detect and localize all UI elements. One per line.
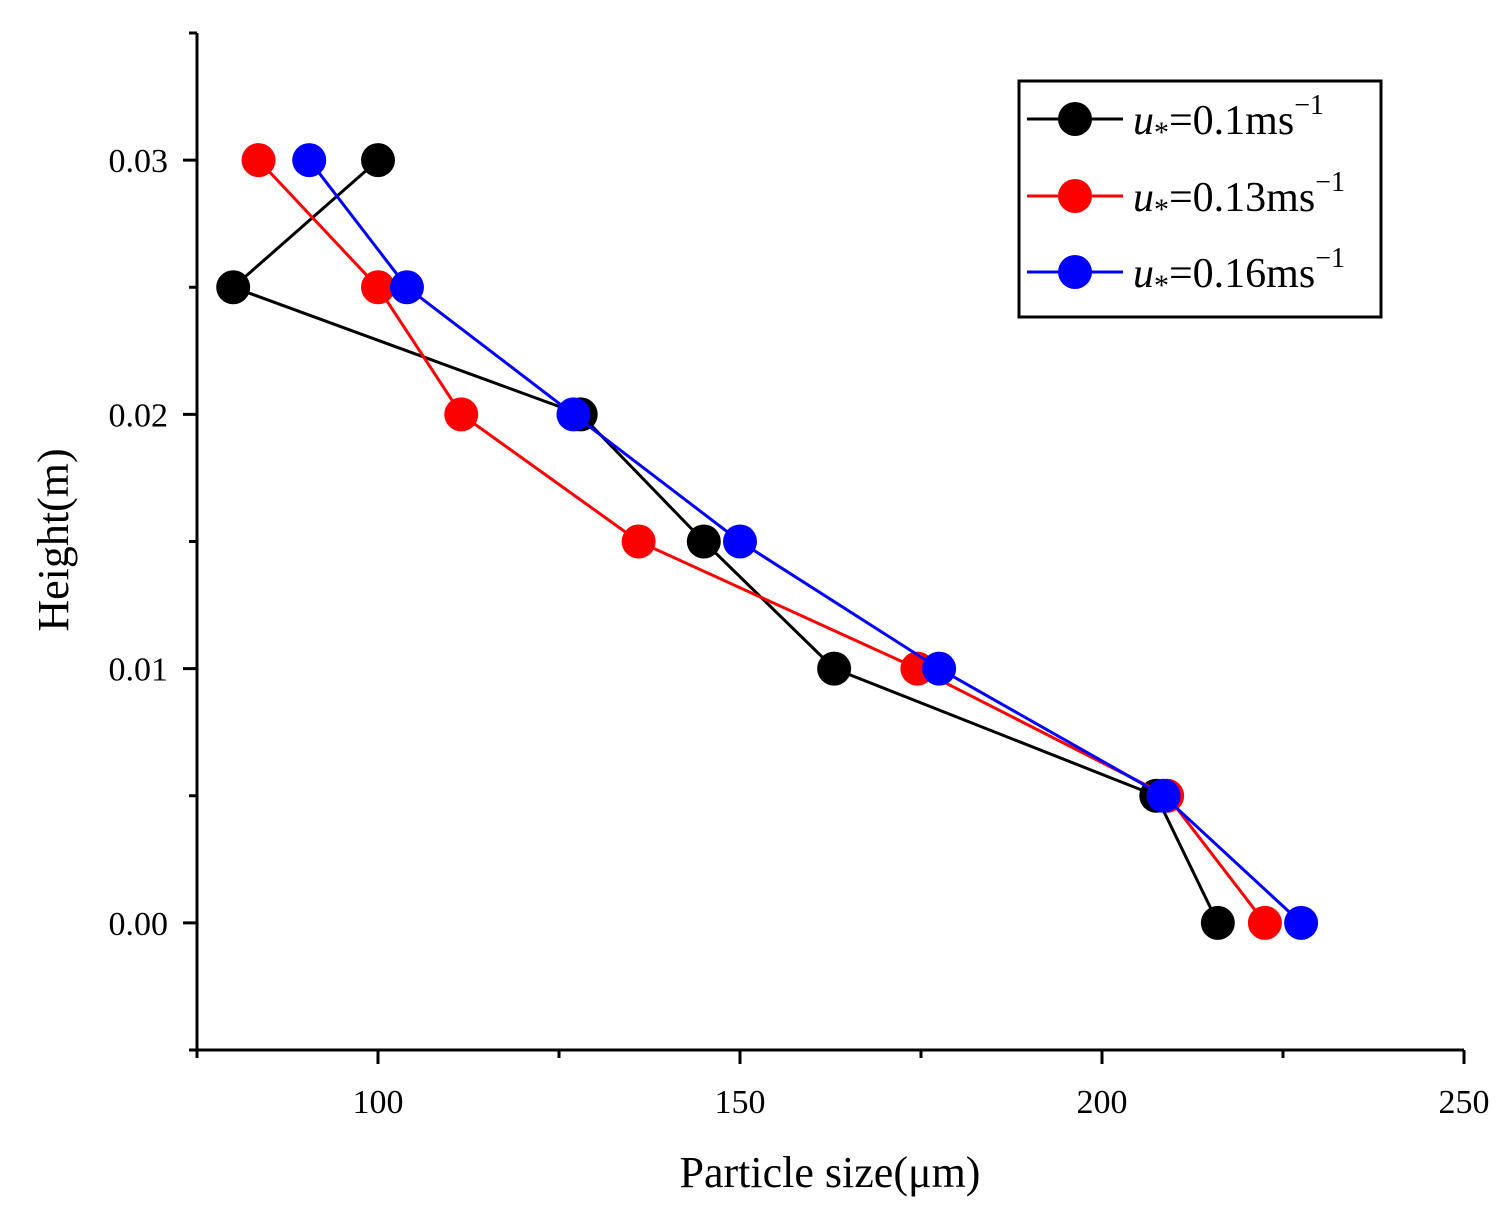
series-layer [216,143,1319,940]
y-tick-label: 0.02 [109,397,169,434]
data-point [444,397,479,432]
legend-item: u*=0.1ms−1 [1027,90,1324,149]
data-point [723,524,757,559]
legend-item: u*=0.16ms−1 [1027,243,1345,302]
y-tick-label: 0.00 [109,906,169,943]
data-point [621,524,656,559]
legend: u*=0.1ms−1 u*=0.13ms−1 u*=0.16ms−1 [1017,79,1383,319]
y-tick-label: 0.03 [109,143,169,180]
data-point [1200,905,1235,940]
x-tick-label: 100 [353,1084,404,1121]
legend-swatch-marker [1058,179,1092,213]
data-point [686,524,721,559]
x-axis-title: Particle size(μm) [680,1148,981,1197]
data-point [241,143,276,178]
data-point [1247,905,1282,940]
legend-swatch-marker [1058,255,1092,289]
data-point [389,270,424,305]
data-point [292,143,327,178]
legend-swatch-marker [1058,102,1092,136]
x-tick-label: 250 [1439,1084,1490,1121]
series-2 [292,143,1319,940]
data-point [361,143,395,178]
data-point [1284,905,1319,940]
legend-label: u*=0.13ms−1 [1133,167,1345,226]
axes: 100 150 200 250 0.00 0.01 0.02 0.03 [109,31,1490,1121]
y-axis-title: Height(m) [29,448,78,631]
legend-label: u*=0.1ms−1 [1133,90,1324,149]
data-point [556,397,591,432]
data-point [361,270,395,305]
data-point [1146,778,1181,813]
y-tick-label: 0.01 [109,652,169,689]
data-point [922,651,957,686]
data-point [216,270,251,305]
x-tick-label: 200 [1077,1084,1128,1121]
legend-item: u*=0.13ms−1 [1027,167,1345,226]
legend-label: u*=0.16ms−1 [1133,243,1345,302]
x-tick-label: 150 [715,1084,766,1121]
data-point [817,651,852,686]
